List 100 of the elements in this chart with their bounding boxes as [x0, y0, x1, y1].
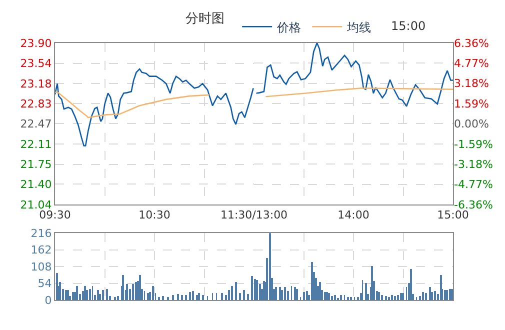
line-series: [55, 91, 210, 118]
bar: [449, 289, 451, 300]
x-tick-label: 10:30: [138, 208, 170, 222]
bar: [114, 297, 116, 300]
bar: [347, 297, 349, 300]
bar: [303, 292, 305, 300]
bar: [324, 292, 326, 300]
bar: [231, 286, 233, 300]
bar: [311, 262, 313, 300]
y2-tick-label: 1.59%: [454, 97, 489, 110]
bar: [84, 286, 86, 300]
bar: [172, 295, 174, 300]
bar: [167, 297, 169, 300]
y-tick-label: 22.11: [20, 138, 52, 151]
bar: [281, 290, 283, 300]
bar: [126, 284, 128, 300]
bar: [340, 295, 342, 300]
bar: [434, 291, 436, 300]
bar: [394, 296, 396, 300]
bar: [158, 297, 160, 300]
bar: [89, 289, 91, 300]
bar: [152, 286, 154, 300]
bar: [365, 283, 367, 300]
y-tick-label: 22.47: [20, 118, 52, 131]
y2-tick-label: -4.77%: [454, 178, 493, 192]
bar: [67, 290, 69, 300]
y2-tick-label: -3.18%: [454, 158, 493, 171]
bar: [147, 293, 149, 300]
bar: [400, 293, 402, 300]
bar: [102, 290, 104, 300]
x-tick-label: 14:00: [338, 208, 370, 222]
bar: [181, 295, 183, 300]
y-tick-label: 216: [30, 226, 52, 240]
bar: [189, 292, 191, 300]
bar: [388, 297, 390, 300]
bar: [422, 292, 424, 300]
bar: [86, 290, 88, 300]
bar: [247, 294, 249, 300]
bar: [269, 233, 271, 300]
x-tick-label: 15:00: [437, 208, 469, 222]
y-tick-label: 108: [30, 260, 52, 274]
bar: [132, 284, 134, 300]
y2-tick-label: 3.18%: [454, 77, 489, 90]
bar: [419, 296, 421, 300]
bar: [228, 290, 230, 300]
bar: [444, 290, 446, 300]
chart-title: 分时图: [186, 12, 224, 27]
bar: [385, 296, 387, 300]
bar: [76, 286, 78, 300]
bar: [196, 295, 198, 300]
bar: [306, 291, 308, 300]
bar: [192, 291, 194, 300]
bar: [328, 293, 330, 300]
y-tick-label: 162: [30, 244, 52, 257]
y2-tick-label: -1.59%: [454, 138, 493, 151]
legend-label: 价格: [276, 20, 302, 34]
bar: [319, 282, 321, 300]
x-tick-label: 11:30/13:00: [220, 208, 288, 222]
y-tick-label: 23.54: [20, 57, 52, 70]
bar: [429, 287, 431, 300]
bar: [279, 287, 281, 300]
bar: [72, 292, 74, 300]
bar: [381, 295, 383, 300]
bar: [117, 296, 119, 300]
bar: [139, 275, 141, 300]
y-tick-label: 0: [44, 294, 52, 307]
bar: [284, 287, 286, 300]
x-tick-label: 09:30: [39, 208, 71, 222]
bar: [106, 289, 108, 300]
bar: [391, 295, 393, 300]
bar: [378, 292, 380, 300]
bar: [259, 284, 261, 300]
bar: [65, 290, 67, 300]
y-tick-label: 21.75: [20, 158, 52, 172]
y2-tick-label: -6.36%: [454, 198, 493, 212]
bar: [239, 293, 241, 300]
y-tick-label: 54: [38, 277, 52, 290]
bar: [135, 282, 137, 300]
bar: [256, 280, 258, 300]
bar: [122, 275, 124, 300]
y-tick-label: 23.90: [20, 36, 52, 50]
bar: [402, 293, 404, 300]
bar: [350, 297, 352, 300]
y-tick-label: 21.04: [20, 198, 52, 212]
bar: [410, 269, 412, 300]
bar: [451, 289, 453, 300]
bar: [198, 293, 200, 300]
bar: [162, 296, 164, 300]
y2-tick-label: 6.36%: [454, 36, 489, 50]
bar: [397, 295, 399, 300]
text: 15:00: [391, 19, 426, 33]
bar: [185, 295, 187, 300]
y-tick-label: 22.83: [20, 97, 52, 110]
bar: [331, 296, 333, 300]
bar: [287, 291, 289, 300]
bar: [221, 293, 223, 300]
y-tick-label: 21.40: [20, 178, 52, 191]
y-tick-label: 23.18: [20, 78, 52, 90]
bar: [275, 287, 277, 300]
y2-tick-label: 4.77%: [454, 57, 489, 70]
